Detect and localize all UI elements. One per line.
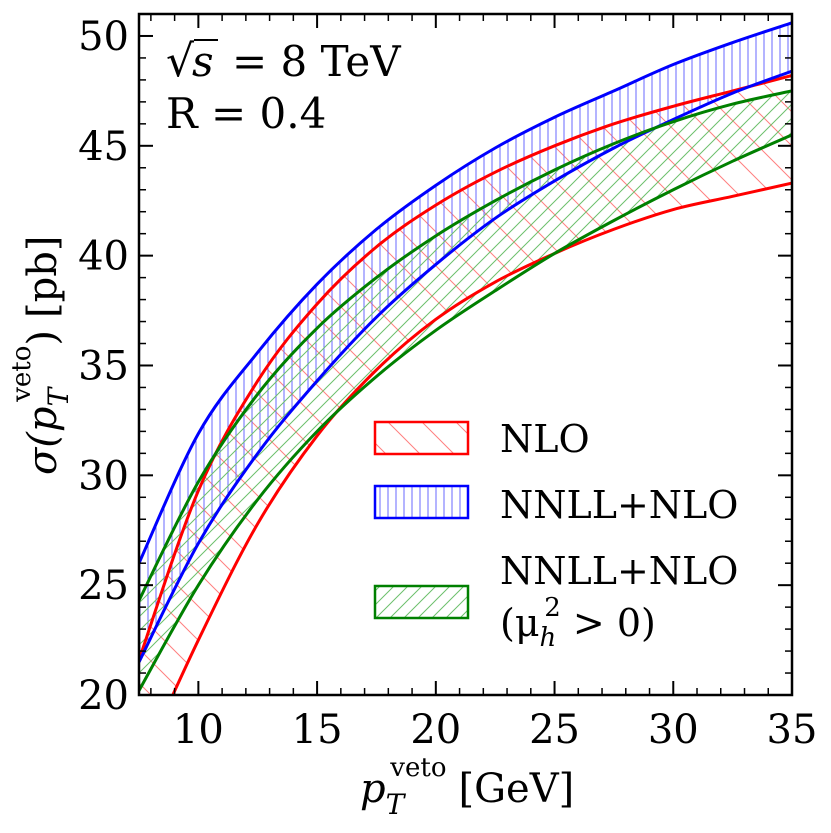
annotation-radius: R = 0.4 <box>166 89 326 138</box>
legend-label-nnll-mu-line2: (μh2 > 0) <box>500 593 656 653</box>
axis-ticks: 10 15 20 25 30 35 20 25 30 35 40 45 50 <box>78 13 818 753</box>
y-tick-label: 45 <box>78 124 129 170</box>
band-nnll-mu <box>139 90 792 691</box>
svg-text:= 8 TeV: = 8 TeV <box>232 37 401 86</box>
x-tick-label: 35 <box>767 707 818 753</box>
x-tick-label: 25 <box>529 707 580 753</box>
plot-area <box>139 22 792 695</box>
y-tick-label: 20 <box>78 673 129 719</box>
y-axis-title: σ(pTveto)[pb] <box>7 236 75 475</box>
y-tick-label: 25 <box>78 563 129 609</box>
line-nnll-mu-lower <box>139 133 792 692</box>
legend-swatch-nnll <box>373 484 470 520</box>
legend: NLO NNLL+NLO NNLL+NLO (μh2 > 0) <box>373 417 738 653</box>
annotation-energy-text: s <box>192 37 214 86</box>
line-nnll-upper <box>139 21 792 564</box>
x-tick-label: 10 <box>173 707 224 753</box>
line-nlo-lower <box>171 181 792 695</box>
svg-text:√s: √s <box>166 36 214 87</box>
legend-swatch-nlo <box>373 420 470 456</box>
series-lines <box>139 21 792 695</box>
annotation-energy: √s = 8 TeV <box>166 36 401 87</box>
legend-entry-nlo: NLO <box>373 417 590 461</box>
y-tick-label: 30 <box>78 453 129 499</box>
legend-entry-nnll-mu: NNLL+NLO (μh2 > 0) <box>373 549 738 653</box>
legend-label-nnll-mu: NNLL+NLO <box>500 549 738 593</box>
band-nnll <box>139 22 792 663</box>
y-tick-label: 40 <box>78 234 129 280</box>
legend-entry-nnll: NNLL+NLO <box>373 483 738 527</box>
x-tick-label: 15 <box>292 707 343 753</box>
legend-swatch-nnll-mu <box>373 584 470 620</box>
legend-label-nlo: NLO <box>500 417 590 461</box>
line-nnll-mu-upper <box>139 89 792 602</box>
y-tick-label: 35 <box>78 343 129 389</box>
y-tick-label: 50 <box>78 14 129 60</box>
legend-label-nnll: NNLL+NLO <box>500 483 738 527</box>
x-axis-title: pTveto [GeV] <box>360 753 574 821</box>
x-tick-label: 30 <box>648 707 699 753</box>
line-nnll-lower <box>139 69 792 663</box>
plot-frame <box>137 12 794 697</box>
x-tick-label: 20 <box>410 707 461 753</box>
